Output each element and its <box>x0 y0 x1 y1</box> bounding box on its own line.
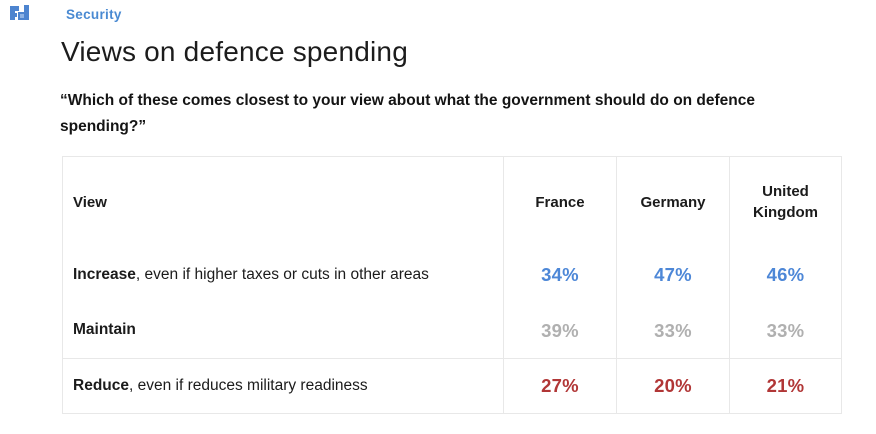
row-label-increase: Increase, even if higher taxes or cuts i… <box>73 265 429 283</box>
row-label-maintain: Maintain <box>73 321 136 339</box>
value-increase-united-kingdom: 46% <box>729 247 841 303</box>
value-increase-france: 34% <box>503 247 616 303</box>
value-reduce-united-kingdom: 21% <box>729 358 841 413</box>
value-reduce-france: 27% <box>503 358 616 413</box>
row-label-reduce: Reduce, even if reduces military readine… <box>63 358 503 413</box>
column-header-united-kingdom: United Kingdom <box>729 157 841 247</box>
brand-logo-icon <box>8 5 32 31</box>
results-table: View France Germany United Kingdom Increase,… <box>62 156 842 414</box>
value-reduce-germany: 20% <box>616 358 729 413</box>
page-title: Views on defence spending <box>61 36 408 67</box>
value-maintain-france: 39% <box>503 303 616 358</box>
value-increase-germany: 47% <box>616 247 729 303</box>
column-header-germany: Germany <box>616 157 729 247</box>
survey-question: “Which of these comes closest to your vi… <box>60 92 756 135</box>
value-maintain-united-kingdom: 33% <box>729 303 841 358</box>
column-header-france: France <box>503 157 616 247</box>
focaldata-logo[interactable] <box>8 3 32 27</box>
column-header-view: View <box>73 193 107 211</box>
value-maintain-germany: 33% <box>616 303 729 358</box>
section-label-security[interactable]: Security <box>66 7 122 22</box>
